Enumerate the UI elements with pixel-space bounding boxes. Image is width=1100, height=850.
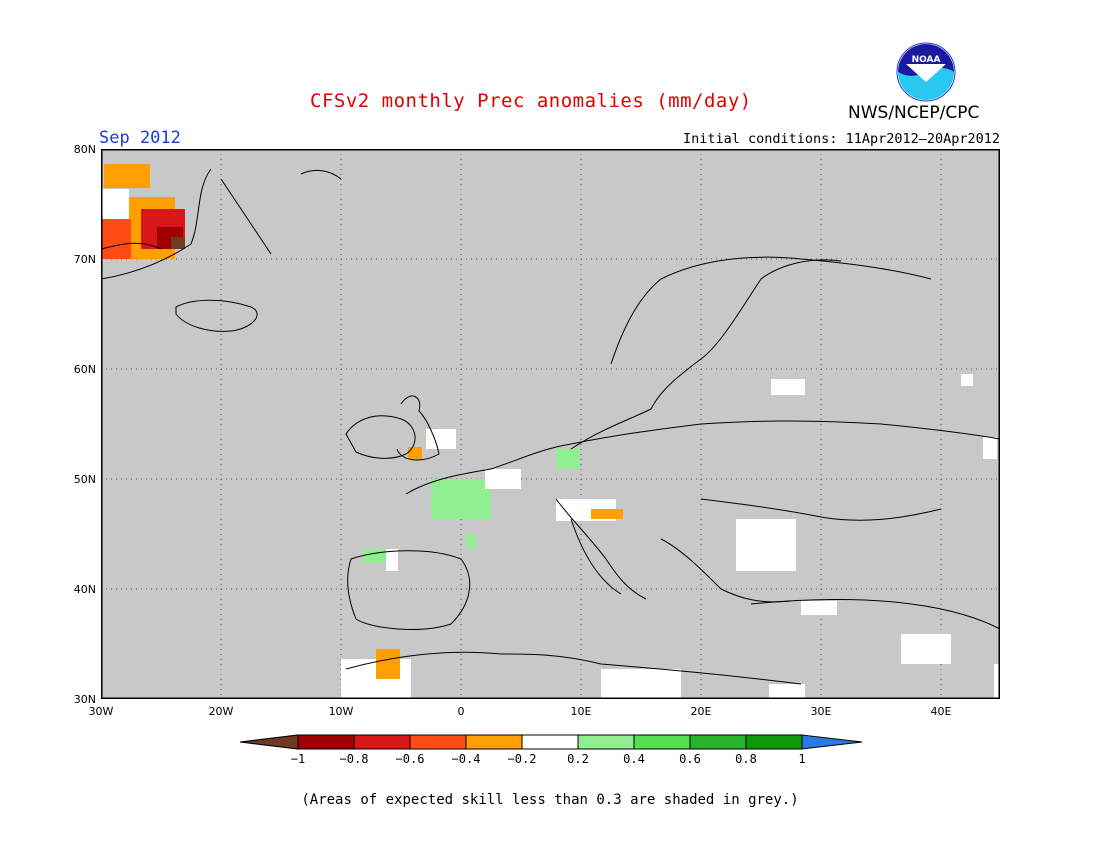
anomaly-map — [101, 149, 1000, 699]
lon-label: 10E — [570, 705, 592, 718]
colorbar-tick-label: −1 — [290, 752, 306, 766]
month-label: Sep 2012 — [99, 128, 181, 148]
colorbar-segment — [297, 734, 355, 750]
colorbar-tick-label: −0.8 — [339, 752, 369, 766]
colorbar-segment — [801, 734, 862, 750]
lon-label: 20E — [690, 705, 712, 718]
lon-label: 30W — [88, 705, 114, 718]
lat-label: 60N — [73, 363, 96, 376]
colorbar-segment — [353, 734, 411, 750]
lat-label: 40N — [73, 583, 96, 596]
colorbar-segment — [577, 734, 635, 750]
map-frame — [101, 149, 1000, 699]
colorbar-tick-label: 0.6 — [679, 752, 701, 766]
lon-label: 10W — [328, 705, 354, 718]
colorbar-segment — [689, 734, 747, 750]
colorbar-segment — [465, 734, 523, 750]
initial-conditions: Initial conditions: 11Apr2012–20Apr2012 — [683, 131, 1000, 147]
colorbar-segment — [240, 734, 299, 750]
lon-label: 30E — [810, 705, 832, 718]
colorbar-segment — [633, 734, 691, 750]
agency-label: NWS/NCEP/CPC — [848, 103, 980, 123]
lon-label: 20W — [208, 705, 234, 718]
colorbar-segment — [409, 734, 467, 750]
chart-title: CFSv2 monthly Prec anomalies (mm/day) — [310, 90, 752, 112]
lat-label: 80N — [73, 143, 96, 156]
colorbar-segment — [745, 734, 803, 750]
colorbar-tick-label: 0.2 — [567, 752, 589, 766]
lat-label: 70N — [73, 253, 96, 266]
lon-label: 0 — [457, 705, 465, 718]
colorbar-tick-label: 1 — [798, 752, 806, 766]
colorbar — [240, 734, 862, 750]
noaa-logo-text: NOAA — [912, 55, 941, 65]
coastlines — [101, 168, 1000, 685]
lat-label: 50N — [73, 473, 96, 486]
lon-label: 40E — [930, 705, 952, 718]
colorbar-tick-label: −0.4 — [451, 752, 481, 766]
lat-label: 30N — [73, 693, 96, 706]
anomaly-cells — [101, 164, 1000, 699]
map-background — [101, 149, 1000, 699]
colorbar-tick-label: −0.6 — [395, 752, 425, 766]
colorbar-segment — [521, 734, 579, 750]
colorbar-tick-label: 0.4 — [623, 752, 645, 766]
colorbar-tick-label: 0.8 — [735, 752, 757, 766]
noaa-logo-icon: NOAA — [896, 42, 956, 102]
skill-note: (Areas of expected skill less than 0.3 a… — [301, 792, 799, 808]
colorbar-tick-label: −0.2 — [507, 752, 537, 766]
